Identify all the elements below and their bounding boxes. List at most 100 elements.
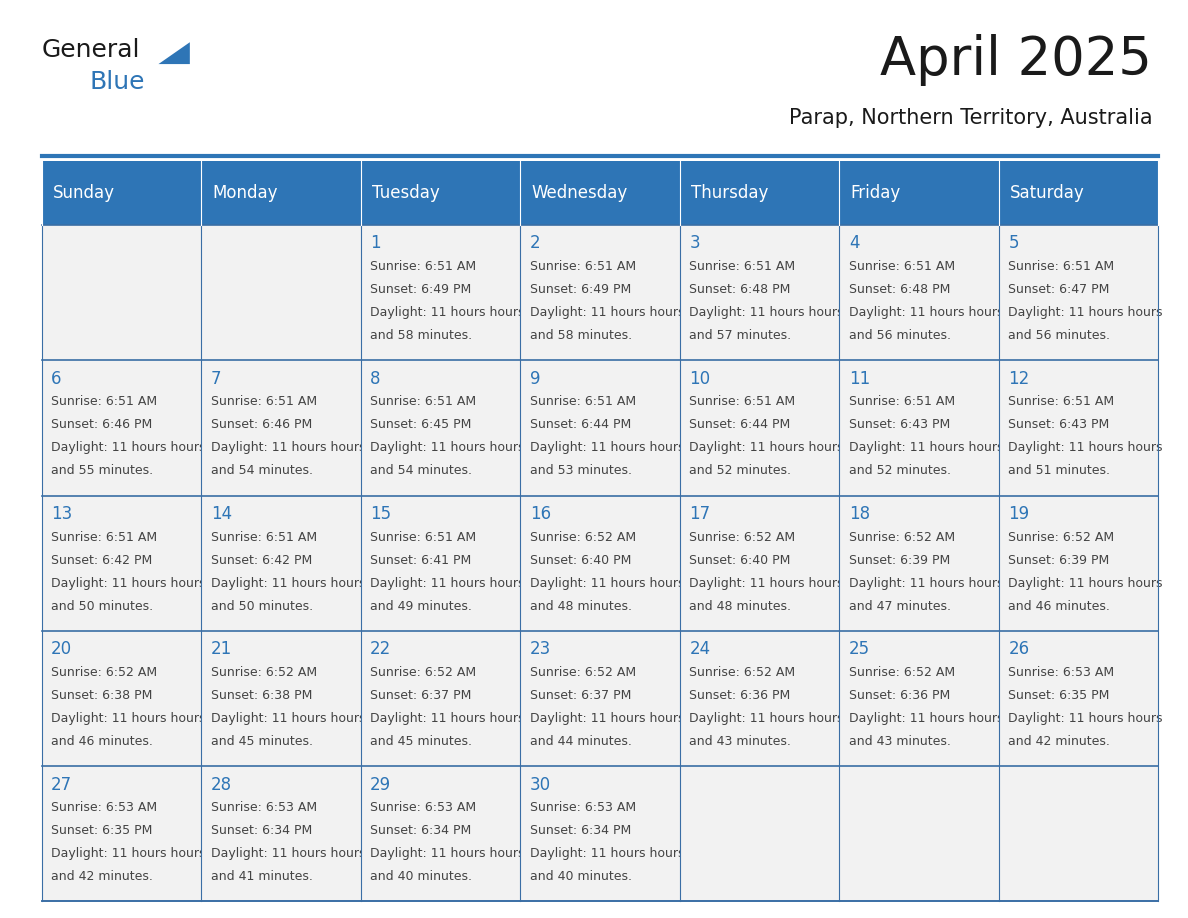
- FancyBboxPatch shape: [520, 360, 680, 496]
- Text: Daylight: 11 hours hours: Daylight: 11 hours hours: [848, 712, 1004, 725]
- Text: 22: 22: [371, 641, 392, 658]
- Text: and 54 minutes.: and 54 minutes.: [371, 465, 472, 477]
- Text: and 46 minutes.: and 46 minutes.: [1009, 599, 1111, 612]
- Text: and 45 minutes.: and 45 minutes.: [371, 735, 472, 748]
- Text: Sunset: 6:40 PM: Sunset: 6:40 PM: [530, 554, 631, 566]
- FancyBboxPatch shape: [520, 496, 680, 631]
- Text: Sunset: 6:42 PM: Sunset: 6:42 PM: [51, 554, 152, 566]
- Text: Daylight: 11 hours hours: Daylight: 11 hours hours: [371, 712, 525, 725]
- FancyBboxPatch shape: [999, 360, 1158, 496]
- Text: Sunrise: 6:52 AM: Sunrise: 6:52 AM: [530, 531, 636, 543]
- Text: Sunrise: 6:53 AM: Sunrise: 6:53 AM: [371, 801, 476, 814]
- Text: Sunrise: 6:52 AM: Sunrise: 6:52 AM: [848, 531, 955, 543]
- FancyBboxPatch shape: [839, 631, 999, 767]
- Text: 26: 26: [1009, 641, 1030, 658]
- FancyBboxPatch shape: [201, 631, 361, 767]
- Text: Sunset: 6:39 PM: Sunset: 6:39 PM: [848, 554, 950, 566]
- Text: Sunset: 6:46 PM: Sunset: 6:46 PM: [51, 419, 152, 431]
- Text: Sunset: 6:46 PM: Sunset: 6:46 PM: [210, 419, 312, 431]
- Text: and 56 minutes.: and 56 minutes.: [1009, 329, 1111, 342]
- Text: Tuesday: Tuesday: [372, 184, 440, 202]
- Text: Daylight: 11 hours hours: Daylight: 11 hours hours: [1009, 442, 1163, 454]
- Text: 1: 1: [371, 234, 381, 252]
- Text: 13: 13: [51, 505, 72, 523]
- Text: Daylight: 11 hours hours: Daylight: 11 hours hours: [371, 306, 525, 319]
- Text: and 42 minutes.: and 42 minutes.: [1009, 735, 1111, 748]
- Text: 17: 17: [689, 505, 710, 523]
- Text: and 57 minutes.: and 57 minutes.: [689, 329, 791, 342]
- Text: Sunrise: 6:51 AM: Sunrise: 6:51 AM: [371, 396, 476, 409]
- FancyBboxPatch shape: [839, 496, 999, 631]
- Text: Sunrise: 6:51 AM: Sunrise: 6:51 AM: [689, 396, 796, 409]
- Text: and 56 minutes.: and 56 minutes.: [848, 329, 950, 342]
- FancyBboxPatch shape: [361, 631, 520, 767]
- FancyBboxPatch shape: [680, 496, 839, 631]
- Text: 10: 10: [689, 370, 710, 387]
- Text: Sunrise: 6:53 AM: Sunrise: 6:53 AM: [51, 801, 157, 814]
- Text: Daylight: 11 hours hours: Daylight: 11 hours hours: [51, 442, 206, 454]
- FancyBboxPatch shape: [201, 360, 361, 496]
- FancyBboxPatch shape: [361, 225, 520, 360]
- Text: Daylight: 11 hours hours: Daylight: 11 hours hours: [51, 577, 206, 589]
- Text: and 52 minutes.: and 52 minutes.: [689, 465, 791, 477]
- FancyBboxPatch shape: [680, 360, 839, 496]
- Text: Sunrise: 6:52 AM: Sunrise: 6:52 AM: [689, 531, 796, 543]
- FancyBboxPatch shape: [680, 631, 839, 767]
- Text: Sunset: 6:41 PM: Sunset: 6:41 PM: [371, 554, 472, 566]
- Text: and 52 minutes.: and 52 minutes.: [848, 465, 950, 477]
- Text: Sunset: 6:38 PM: Sunset: 6:38 PM: [51, 689, 152, 702]
- Text: and 49 minutes.: and 49 minutes.: [371, 599, 472, 612]
- Text: Sunrise: 6:52 AM: Sunrise: 6:52 AM: [51, 666, 157, 679]
- FancyBboxPatch shape: [839, 360, 999, 496]
- Text: Wednesday: Wednesday: [531, 184, 627, 202]
- Text: Sunset: 6:48 PM: Sunset: 6:48 PM: [689, 283, 791, 297]
- Text: and 58 minutes.: and 58 minutes.: [530, 329, 632, 342]
- FancyBboxPatch shape: [42, 496, 201, 631]
- Text: Sunrise: 6:51 AM: Sunrise: 6:51 AM: [371, 531, 476, 543]
- Text: General: General: [42, 38, 140, 62]
- Text: Monday: Monday: [213, 184, 278, 202]
- Text: Sunset: 6:44 PM: Sunset: 6:44 PM: [530, 419, 631, 431]
- Text: Sunset: 6:37 PM: Sunset: 6:37 PM: [371, 689, 472, 702]
- Text: Sunrise: 6:52 AM: Sunrise: 6:52 AM: [210, 666, 317, 679]
- Text: and 47 minutes.: and 47 minutes.: [848, 599, 950, 612]
- FancyBboxPatch shape: [999, 631, 1158, 767]
- Text: Sunset: 6:42 PM: Sunset: 6:42 PM: [210, 554, 312, 566]
- Text: Sunset: 6:48 PM: Sunset: 6:48 PM: [848, 283, 950, 297]
- Text: Thursday: Thursday: [691, 184, 769, 202]
- Text: and 42 minutes.: and 42 minutes.: [51, 870, 153, 883]
- Text: and 50 minutes.: and 50 minutes.: [210, 599, 312, 612]
- Text: Daylight: 11 hours hours: Daylight: 11 hours hours: [848, 577, 1004, 589]
- Text: Sunset: 6:44 PM: Sunset: 6:44 PM: [689, 419, 790, 431]
- Text: Sunset: 6:38 PM: Sunset: 6:38 PM: [210, 689, 312, 702]
- Text: Sunset: 6:47 PM: Sunset: 6:47 PM: [1009, 283, 1110, 297]
- Text: Daylight: 11 hours hours: Daylight: 11 hours hours: [848, 306, 1004, 319]
- Text: Sunrise: 6:51 AM: Sunrise: 6:51 AM: [51, 396, 157, 409]
- Text: Sunrise: 6:53 AM: Sunrise: 6:53 AM: [210, 801, 317, 814]
- Text: 8: 8: [371, 370, 380, 387]
- Text: Daylight: 11 hours hours: Daylight: 11 hours hours: [530, 306, 684, 319]
- FancyBboxPatch shape: [680, 767, 839, 901]
- FancyBboxPatch shape: [839, 767, 999, 901]
- Text: Sunset: 6:34 PM: Sunset: 6:34 PM: [371, 824, 472, 837]
- Text: 24: 24: [689, 641, 710, 658]
- FancyBboxPatch shape: [42, 225, 201, 360]
- Text: Sunset: 6:37 PM: Sunset: 6:37 PM: [530, 689, 631, 702]
- FancyBboxPatch shape: [201, 225, 361, 360]
- Text: 15: 15: [371, 505, 391, 523]
- FancyBboxPatch shape: [42, 767, 201, 901]
- Text: Daylight: 11 hours hours: Daylight: 11 hours hours: [371, 847, 525, 860]
- Text: Sunrise: 6:51 AM: Sunrise: 6:51 AM: [371, 260, 476, 273]
- Text: 6: 6: [51, 370, 62, 387]
- Text: 3: 3: [689, 234, 700, 252]
- Text: and 48 minutes.: and 48 minutes.: [530, 599, 632, 612]
- Text: 4: 4: [848, 234, 859, 252]
- Text: Sunday: Sunday: [52, 184, 115, 202]
- Text: Sunset: 6:35 PM: Sunset: 6:35 PM: [51, 824, 152, 837]
- Text: Sunset: 6:39 PM: Sunset: 6:39 PM: [1009, 554, 1110, 566]
- Polygon shape: [158, 42, 190, 64]
- Text: Daylight: 11 hours hours: Daylight: 11 hours hours: [210, 442, 365, 454]
- Text: Sunset: 6:49 PM: Sunset: 6:49 PM: [371, 283, 472, 297]
- Text: Friday: Friday: [851, 184, 901, 202]
- Text: Sunset: 6:40 PM: Sunset: 6:40 PM: [689, 554, 791, 566]
